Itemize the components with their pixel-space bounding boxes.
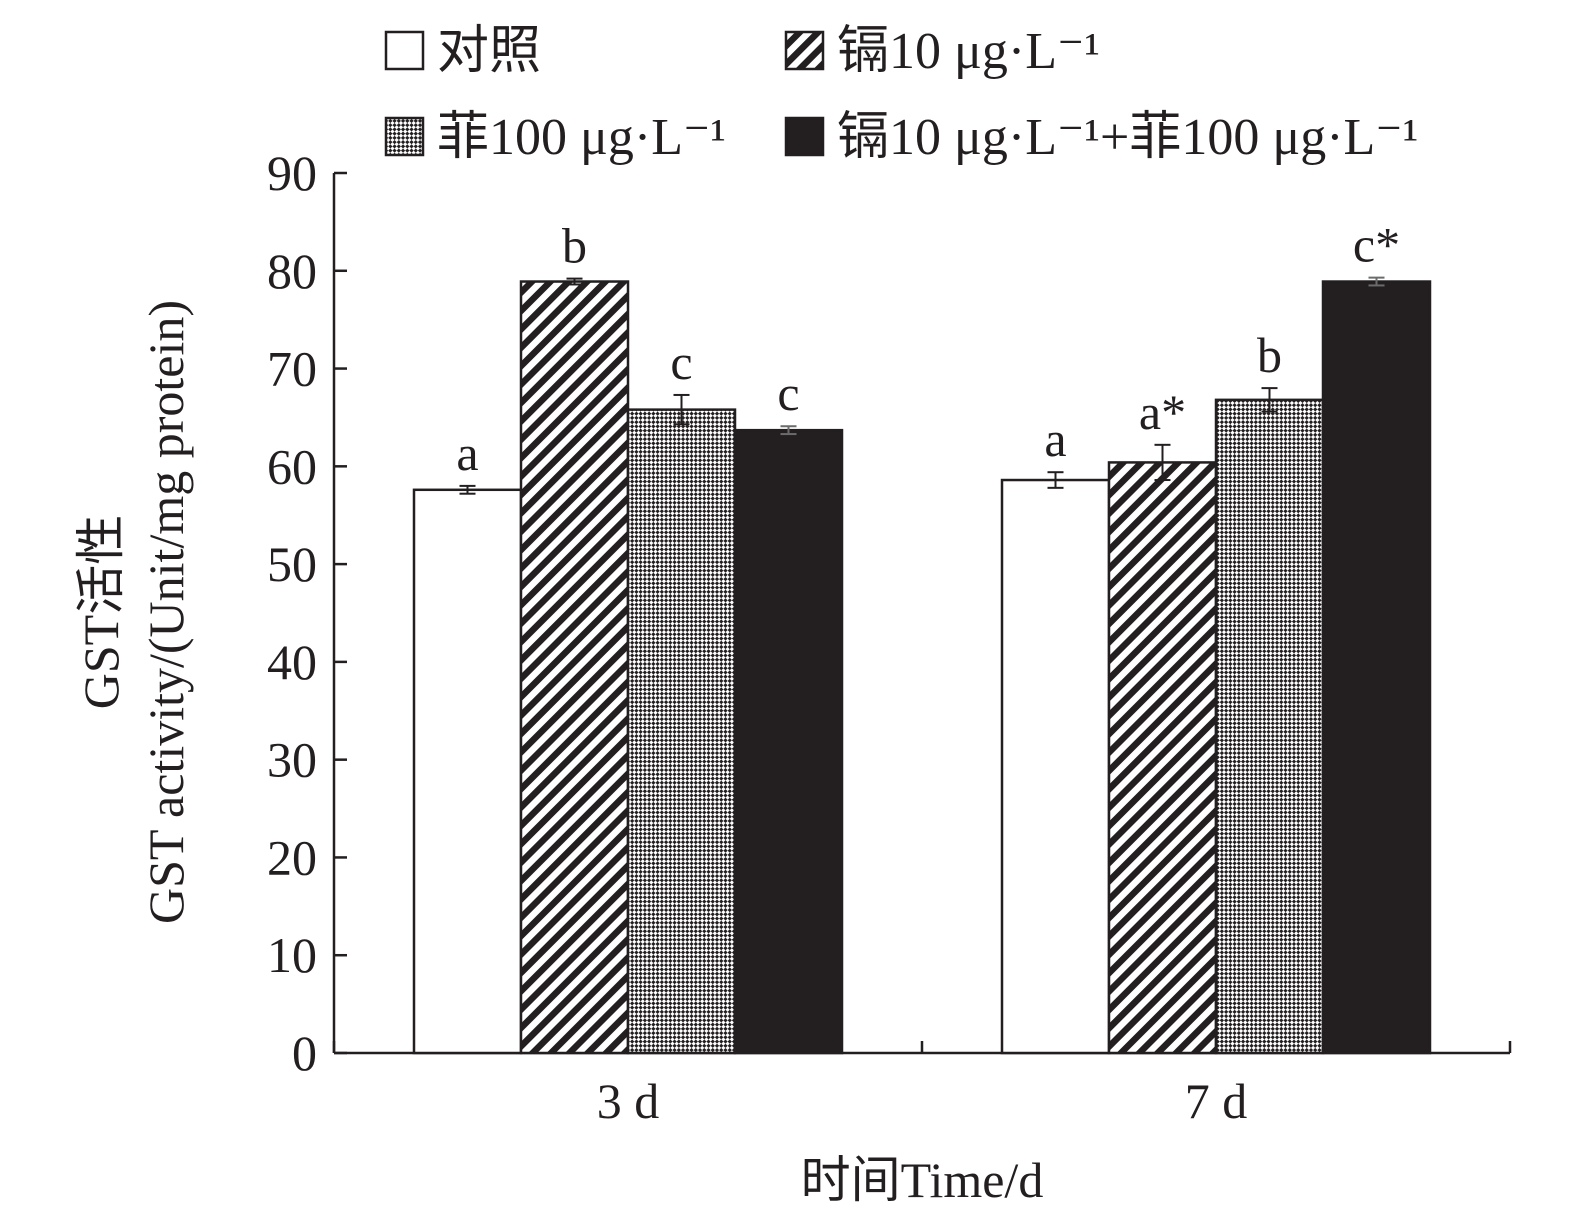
y-tick-label: 90: [267, 145, 317, 201]
error-bar: [673, 393, 690, 426]
error-bar: [1261, 387, 1278, 413]
legend-item: 镉10 μg·L⁻¹+菲100 μg·L⁻¹: [784, 109, 1418, 166]
y-axis-title-line2: GST activity/(Unit/mg protein): [138, 300, 194, 924]
bar: [519, 280, 630, 1055]
y-tick-label: 30: [267, 732, 317, 788]
significance-label: b: [562, 218, 587, 274]
axes: 0 10 20 30 40 50 60 70 80 90: [267, 145, 1512, 1081]
error-bar: [459, 484, 476, 495]
y-tick-label: 20: [267, 829, 317, 885]
error-bar: [1154, 443, 1171, 482]
bar: [733, 428, 844, 1055]
bars: a b c c 3 d a a* b c* 7 d: [412, 217, 1432, 1129]
y-tick-label: 50: [267, 536, 317, 592]
y-tick-label: 0: [292, 1025, 317, 1081]
bar: [1321, 280, 1432, 1055]
y-tick-label: 80: [267, 243, 317, 299]
y-axis-title: GST活性 GST activity/(Unit/mg protein): [73, 300, 194, 924]
significance-label: a*: [1139, 384, 1186, 440]
significance-label: c*: [1353, 217, 1400, 273]
error-bar: [780, 425, 797, 436]
bar: [1000, 478, 1111, 1055]
bar: [412, 488, 523, 1055]
legend-swatch: [784, 116, 825, 157]
legend: 对照 镉10 μg·L⁻¹ 菲100 μg·L⁻¹ 镉10 μg·L⁻¹+菲100 μ…: [384, 23, 1418, 166]
error-bar: [1368, 276, 1385, 287]
legend-label: 菲100 μg·L⁻¹: [437, 109, 726, 166]
x-tick-label: 7 d: [1185, 1073, 1248, 1129]
significance-label: c: [777, 365, 799, 421]
x-tick-label: 3 d: [597, 1073, 660, 1129]
y-tick-label: 10: [267, 927, 317, 983]
significance-label: c: [670, 334, 692, 390]
significance-label: b: [1257, 327, 1282, 383]
bar: [1214, 398, 1325, 1055]
x-axis-title: 时间Time/d: [801, 1152, 1044, 1208]
bar: [626, 408, 737, 1055]
legend-label: 对照: [437, 23, 541, 80]
significance-label: a: [456, 425, 478, 481]
significance-label: a: [1044, 411, 1066, 467]
y-tick-label: 40: [267, 634, 317, 690]
legend-swatch: [784, 30, 825, 71]
legend-item: 对照: [384, 23, 541, 80]
legend-label: 镉10 μg·L⁻¹: [837, 23, 1100, 80]
legend-item: 镉10 μg·L⁻¹: [784, 23, 1100, 80]
error-bar: [1047, 471, 1064, 489]
legend-swatch: [384, 30, 425, 71]
legend-label: 镉10 μg·L⁻¹+菲100 μg·L⁻¹: [837, 109, 1418, 166]
y-tick-label: 60: [267, 438, 317, 494]
y-tick-label: 70: [267, 341, 317, 397]
y-axis-title-line1: GST活性: [73, 515, 129, 709]
bar: [1107, 461, 1218, 1055]
legend-swatch: [384, 116, 425, 157]
legend-item: 菲100 μg·L⁻¹: [384, 109, 726, 166]
error-bar: [566, 277, 583, 286]
